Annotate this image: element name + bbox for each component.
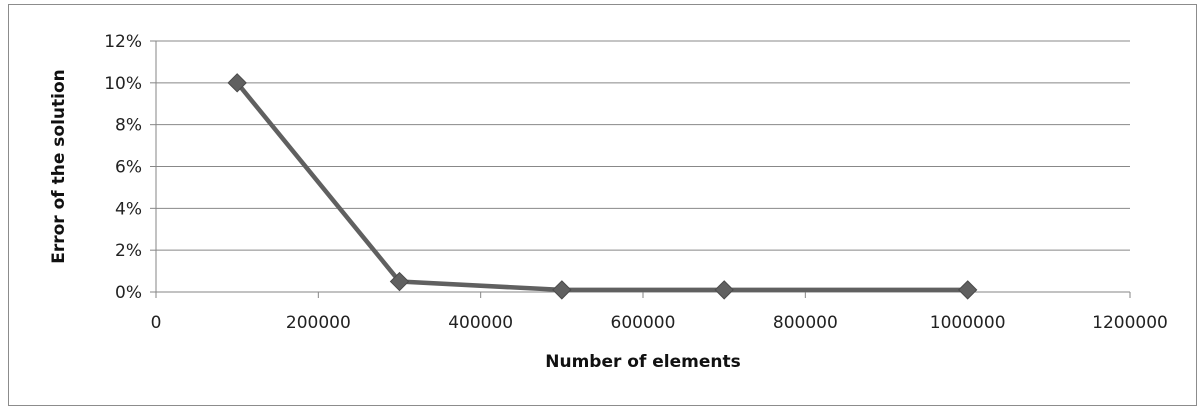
- y-tick-label: 10%: [104, 74, 142, 94]
- x-axis-tick-labels: 0 200000 400000 600000 800000 1000000 1200000: [151, 313, 1168, 333]
- x-tick-label: 400000: [448, 313, 513, 333]
- series: [227, 73, 978, 300]
- y-tick-label: 8%: [115, 116, 142, 136]
- data-point-diamond: [552, 280, 572, 300]
- axes: [150, 40, 1131, 298]
- x-axis-title: Number of elements: [545, 352, 741, 372]
- y-tick-label: 6%: [115, 158, 142, 178]
- x-tick-label: 1200000: [1092, 313, 1168, 333]
- y-axis-tick-labels: 0% 2% 4% 6% 8% 10% 12%: [104, 32, 142, 303]
- line-chart: 0% 2% 4% 6% 8% 10% 12% 0 200000 400000 600000 8000…: [49, 32, 1168, 372]
- chart-area: 0% 2% 4% 6% 8% 10% 12% 0 200000 400000 600000 8000…: [8, 4, 1197, 406]
- gridlines: [156, 40, 1130, 251]
- x-tick-label: 200000: [286, 313, 351, 333]
- x-tick-label: 600000: [611, 313, 676, 333]
- y-tick-label: 2%: [115, 241, 142, 261]
- x-tick-label: 800000: [773, 313, 838, 333]
- y-tick-label: 0%: [115, 283, 142, 303]
- y-tick-label: 4%: [115, 199, 142, 219]
- data-point-diamond: [389, 271, 410, 292]
- x-tick-label: 1000000: [930, 313, 1006, 333]
- data-point-diamond: [714, 280, 734, 300]
- y-axis-title: Error of the solution: [49, 69, 69, 264]
- y-tick-label: 12%: [104, 32, 142, 52]
- data-point-diamond: [227, 73, 247, 93]
- data-point-diamond: [957, 280, 978, 300]
- series-line: [234, 80, 970, 293]
- x-tick-label: 0: [151, 313, 162, 333]
